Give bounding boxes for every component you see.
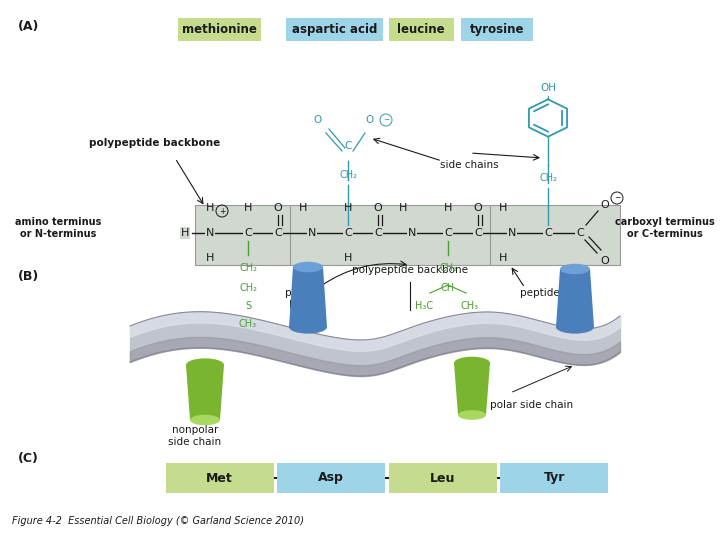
Text: H: H <box>206 253 214 263</box>
Text: H₃C: H₃C <box>415 301 433 311</box>
Text: polar side chain: polar side chain <box>490 400 573 410</box>
Text: peptide
bonds: peptide bonds <box>285 288 325 309</box>
Text: CH₂: CH₂ <box>339 170 357 180</box>
FancyBboxPatch shape <box>500 463 608 493</box>
FancyBboxPatch shape <box>490 205 620 265</box>
Text: CH₃: CH₃ <box>239 319 257 329</box>
Text: N: N <box>206 228 214 238</box>
Text: H: H <box>244 203 252 213</box>
Text: CH: CH <box>441 283 455 293</box>
Text: C: C <box>444 228 452 238</box>
Text: C: C <box>274 228 282 238</box>
Text: H: H <box>499 203 507 213</box>
Text: O: O <box>274 203 282 213</box>
Text: side chains: side chains <box>440 160 499 170</box>
Text: H: H <box>344 203 352 213</box>
Text: (A): (A) <box>18 20 40 33</box>
Ellipse shape <box>186 359 224 372</box>
Text: H: H <box>399 203 408 213</box>
Text: H: H <box>206 203 214 213</box>
Text: O: O <box>600 256 609 266</box>
Text: S: S <box>245 301 251 311</box>
Text: OH: OH <box>540 83 556 93</box>
Ellipse shape <box>289 320 327 334</box>
FancyBboxPatch shape <box>389 463 497 493</box>
Text: C: C <box>244 228 252 238</box>
Text: CH₂: CH₂ <box>539 173 557 183</box>
FancyBboxPatch shape <box>290 205 490 265</box>
FancyBboxPatch shape <box>277 463 385 493</box>
Text: C: C <box>576 228 584 238</box>
Text: CH₂: CH₂ <box>439 263 457 273</box>
Ellipse shape <box>190 415 220 426</box>
Text: aspartic acid: aspartic acid <box>292 23 377 36</box>
Text: CH₂: CH₂ <box>239 283 257 293</box>
Text: H: H <box>444 203 452 213</box>
Text: polypeptide backbone: polypeptide backbone <box>89 138 220 148</box>
Text: O: O <box>366 115 374 125</box>
Polygon shape <box>186 365 224 420</box>
Text: polypeptide backbone: polypeptide backbone <box>352 265 468 275</box>
Text: C: C <box>544 228 552 238</box>
FancyBboxPatch shape <box>195 205 290 265</box>
Text: (C): (C) <box>18 452 39 465</box>
Text: Figure 4-2  Essential Cell Biology (© Garland Science 2010): Figure 4-2 Essential Cell Biology (© Gar… <box>12 516 304 526</box>
Text: (B): (B) <box>18 270 40 283</box>
FancyBboxPatch shape <box>179 18 261 41</box>
FancyBboxPatch shape <box>389 18 454 41</box>
Polygon shape <box>289 267 327 327</box>
Text: CH₃: CH₃ <box>461 301 479 311</box>
Ellipse shape <box>560 264 590 274</box>
Text: N: N <box>308 228 316 238</box>
Text: Leu: Leu <box>430 471 456 484</box>
Text: O: O <box>314 115 322 125</box>
Text: H: H <box>499 253 507 263</box>
Text: CH₂: CH₂ <box>239 263 257 273</box>
Ellipse shape <box>556 320 594 334</box>
Text: tyrosine: tyrosine <box>469 23 524 36</box>
Polygon shape <box>556 269 594 327</box>
Text: −: − <box>614 193 620 202</box>
Text: H: H <box>181 228 189 238</box>
Text: O: O <box>474 203 482 213</box>
Text: Tyr: Tyr <box>544 471 565 484</box>
Text: −: − <box>383 116 390 125</box>
Text: C: C <box>374 228 382 238</box>
Ellipse shape <box>293 262 323 272</box>
Text: H: H <box>344 253 352 263</box>
Text: H: H <box>299 203 307 213</box>
Text: Asp: Asp <box>318 471 344 484</box>
Text: O: O <box>600 200 609 210</box>
Text: C: C <box>474 228 482 238</box>
Text: Met: Met <box>206 471 233 484</box>
Text: methionine: methionine <box>182 23 257 36</box>
FancyBboxPatch shape <box>287 18 383 41</box>
Ellipse shape <box>454 357 490 369</box>
Text: C: C <box>344 141 351 151</box>
Text: N: N <box>508 228 516 238</box>
FancyBboxPatch shape <box>166 463 274 493</box>
Text: leucine: leucine <box>397 23 445 36</box>
Text: O: O <box>374 203 382 213</box>
Ellipse shape <box>458 410 486 420</box>
Text: +: + <box>219 206 225 215</box>
Text: nonpolar
side chain: nonpolar side chain <box>168 425 222 447</box>
Text: amino terminus
or N-terminus: amino terminus or N-terminus <box>15 217 102 239</box>
Text: C: C <box>344 228 352 238</box>
Text: carboxyl terminus
or C-terminus: carboxyl terminus or C-terminus <box>615 217 715 239</box>
Text: peptide bond: peptide bond <box>520 288 589 298</box>
Polygon shape <box>454 363 490 415</box>
Text: N: N <box>408 228 416 238</box>
FancyBboxPatch shape <box>461 18 533 41</box>
